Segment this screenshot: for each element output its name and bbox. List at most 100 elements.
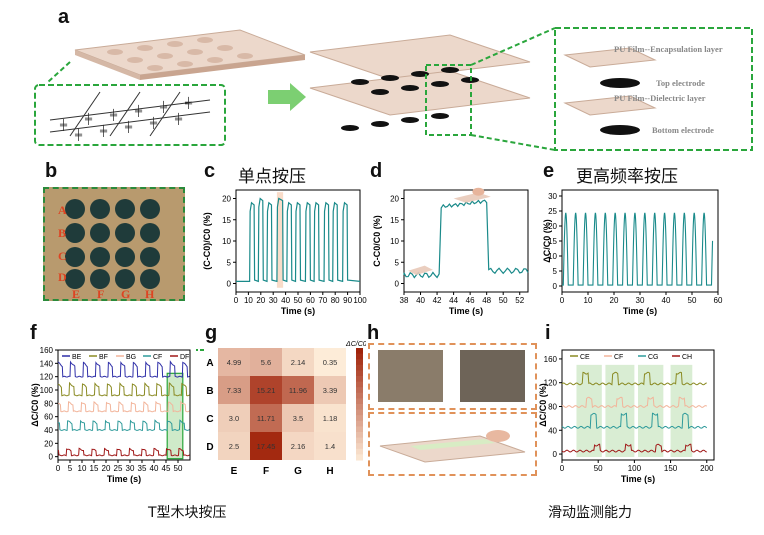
x-tick-label: 50 [594,464,603,473]
y-tick-label: 100 [40,386,54,395]
y-tick-label: 15 [390,216,399,225]
series-line-ce [561,371,707,386]
series-line-cf [561,396,708,409]
cell-value: 11.96 [289,386,307,395]
y-tick-label: 0 [553,282,558,291]
series-line [403,199,529,279]
x-tick-label: 50 [294,296,303,305]
layer-label-encapsulation: PU Film--Encapsulation layer [614,44,723,54]
svg-text:╪: ╪ [84,112,93,126]
x-axis-label: Time (s) [281,306,315,316]
cell-value: 3.5 [293,414,303,423]
y-tick-label: 40 [548,426,557,435]
heatmap-cell [314,404,346,432]
colorbar-step [356,437,363,444]
col-label: E [231,466,238,477]
series-line-be [57,360,190,378]
layer-label-top-electrode: Top electrode [656,78,705,88]
col-label: H [326,466,333,477]
cell-value: 15.21 [257,386,276,395]
x-tick-label: 100 [353,296,367,305]
x-tick-label: 38 [400,296,409,305]
panel-label-h: h [367,322,380,344]
svg-text:╪: ╪ [184,96,193,110]
legend-label: BE [72,354,82,361]
series-line-cf [57,419,190,432]
panel-label-i: i [545,322,551,344]
legend-label: CF [153,354,162,361]
x-tick-label: 48 [482,296,491,305]
y-tick-label: 20 [548,222,557,231]
colorbar-step [356,426,363,433]
svg-text:╪: ╪ [149,116,158,130]
cell-value: 2.16 [291,442,306,451]
x-tick-label: 35 [138,464,147,473]
title-e: 更高频率按压 [576,167,678,187]
series-line [562,212,714,286]
x-tick-label: 15 [90,464,99,473]
row-label: D [206,442,213,453]
row-label-a: A [58,203,67,217]
x-tick-label: 10 [244,296,253,305]
y-tick-label: 10 [390,237,399,246]
colorbar-step [356,376,363,383]
y-tick-label: 5 [227,258,232,267]
y-tick-label: 20 [44,439,53,448]
col-label-g: G [121,287,131,301]
y-tick-label: 160 [40,346,54,355]
x-tick-label: 150 [664,464,678,473]
x-tick-label: 100 [628,464,642,473]
legend-label: DF [180,354,189,361]
colorbar-step [356,404,363,411]
heatmap-g: 4.99 5.6 2.14 0.35 A 7.33 15.21 11.96 3.39 B 3.0 11… [196,341,366,477]
colorbar-step [356,370,363,377]
panel-label-c: c [204,160,216,182]
cell-value: 0.35 [323,358,338,367]
photo-box-bottom [368,412,537,476]
y-tick-label: 40 [44,426,53,435]
x-tick-label: 25 [114,464,123,473]
caption-left: T型木块按压 [148,505,227,521]
heatmap-cell [218,404,250,432]
x-tick-label: 42 [433,296,442,305]
x-tick-label: 50 [174,464,183,473]
sensor-sheet-icon [408,265,433,275]
x-tick-label: 40 [662,296,671,305]
x-tick-label: 50 [688,296,697,305]
y-axis-label: ΔC/C0 (%) [30,383,40,426]
x-tick-label: 200 [700,464,714,473]
colorbar-step [356,448,363,455]
highlight-band [605,364,635,458]
heatmap-cell [250,376,282,404]
cell-value: 7.33 [227,386,242,395]
x-tick-label: 50 [499,296,508,305]
svg-text:╪: ╪ [59,118,68,132]
svg-text:╪: ╪ [159,100,168,114]
x-tick-label: 0 [56,464,61,473]
col-label-h: H [145,287,155,301]
cell-value: 2.14 [291,358,306,367]
x-tick-label: 90 [343,296,352,305]
x-tick-label: 60 [306,296,315,305]
y-tick-label: 60 [44,413,53,422]
heatmap-cell [282,404,314,432]
legend-label: CH [682,354,692,361]
x-axis-label: Time (s) [107,474,141,484]
colorbar-step [356,398,363,405]
colorbar-step [356,420,363,427]
svg-text:╪: ╪ [174,112,183,126]
heatmap-cell [282,348,314,376]
cell-value: 11.71 [257,414,275,423]
svg-text:╪: ╪ [134,104,143,118]
y-tick-label: 20 [390,195,399,204]
heatmap-cell [250,404,282,432]
x-tick-label: 70 [318,296,327,305]
x-tick-label: 80 [331,296,340,305]
y-tick-label: 120 [40,373,54,382]
y-tick-label: 140 [40,359,54,368]
y-axis-label: ΔC/C0 (%) [538,383,548,426]
y-tick-label: 25 [548,207,557,216]
y-tick-label: 0 [553,450,558,459]
x-tick-label: 0 [560,464,565,473]
